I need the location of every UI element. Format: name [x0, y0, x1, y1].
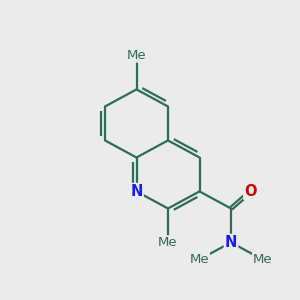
- Text: Me: Me: [158, 236, 178, 249]
- Text: Me: Me: [190, 253, 209, 266]
- Text: N: N: [225, 235, 237, 250]
- Text: O: O: [244, 184, 257, 199]
- Text: N: N: [130, 184, 143, 199]
- Text: Me: Me: [127, 49, 146, 62]
- Text: Me: Me: [253, 253, 272, 266]
